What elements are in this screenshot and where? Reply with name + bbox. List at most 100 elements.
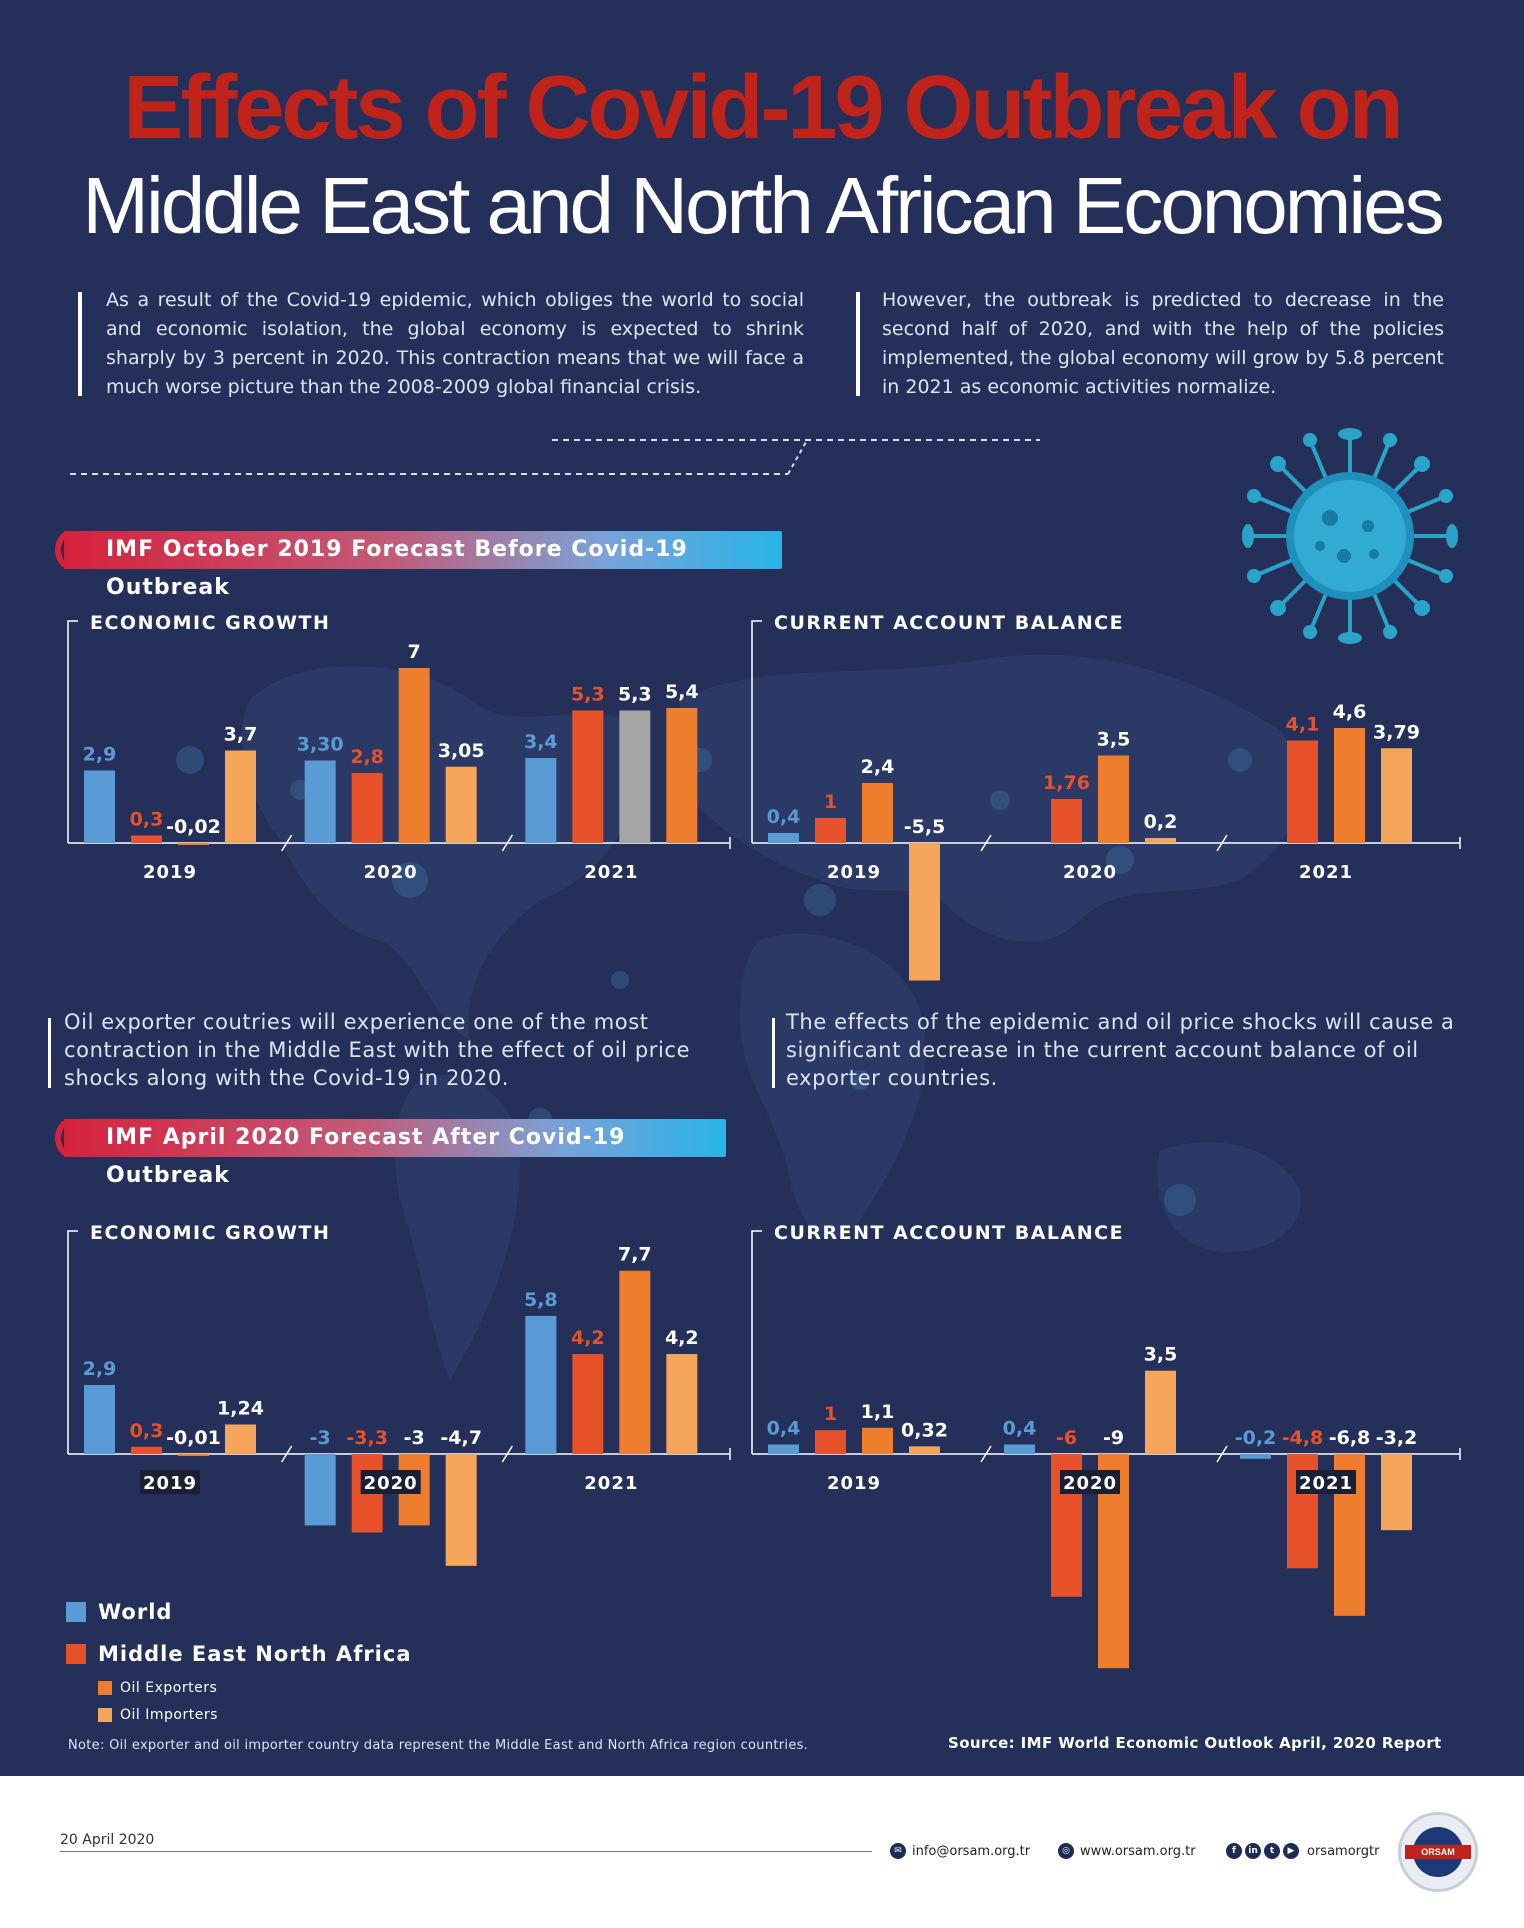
chart-bar	[666, 1354, 698, 1454]
data-label: 1,1	[861, 1401, 895, 1423]
chart-bar	[1381, 1454, 1412, 1531]
data-label: 3,5	[1144, 1344, 1178, 1366]
chart-bar	[572, 710, 604, 843]
data-label: 5,8	[524, 1289, 558, 1311]
legend-swatch	[98, 1708, 112, 1722]
data-label: 4,2	[665, 1327, 699, 1349]
main-title: Effects of Covid-19 Outbreak on	[123, 58, 1403, 158]
footer-social[interactable]: f in t ▶ orsamorgtr	[1226, 1843, 1379, 1859]
category-label: 2020	[364, 1473, 418, 1494]
twitter-icon[interactable]: t	[1264, 1843, 1280, 1859]
chart-title: CURRENT ACCOUNT BALANCE	[774, 612, 1124, 634]
data-label: 3,5	[1097, 729, 1131, 751]
data-label: 0,2	[1144, 811, 1178, 833]
category-label: 2019	[143, 1473, 197, 1494]
group-separator	[281, 834, 293, 852]
data-label: 3,4	[524, 731, 558, 753]
legend-oil-exporters: Oil Exporters	[98, 1680, 217, 1696]
category-label: 2021	[1299, 862, 1353, 883]
data-label: 2,4	[861, 756, 895, 778]
chart-bar	[768, 833, 799, 843]
legend-label: Middle East North Africa	[98, 1642, 412, 1666]
legend-world: World	[66, 1600, 172, 1624]
youtube-icon[interactable]: ▶	[1283, 1843, 1299, 1859]
group-separator	[1216, 1445, 1228, 1463]
group-separator	[501, 834, 513, 852]
data-label: 7,7	[618, 1244, 652, 1266]
footer-website[interactable]: ◎ www.orsam.org.tr	[1058, 1843, 1196, 1859]
chart-bar	[178, 843, 209, 845]
data-label: 3,05	[438, 740, 485, 762]
data-label: 0,4	[767, 806, 801, 828]
category-label: 2019	[827, 1473, 881, 1494]
chart-bar	[909, 843, 940, 981]
chart-bar	[304, 1454, 336, 1526]
category-label: 2021	[1299, 1473, 1353, 1494]
data-label: -3,3	[346, 1427, 388, 1449]
data-label: -4,7	[440, 1427, 482, 1449]
chart-after-economic-growth: ECONOMIC GROWTH 2,9 0,3 -0,01 1,24 2019 -3 -3,3…	[67, 1222, 731, 1566]
chart-bar	[1240, 1454, 1271, 1459]
category-label: 2020	[364, 862, 418, 883]
mid-text-left: Oil exporter coutries will experience on…	[64, 1010, 691, 1090]
data-label: 4,2	[571, 1327, 605, 1349]
category-label-box	[360, 1470, 421, 1494]
footer-date: 20 April 2020	[60, 1832, 155, 1848]
chart-bar	[1004, 1444, 1035, 1454]
quote-bar	[772, 1018, 775, 1088]
data-label: -9	[1103, 1427, 1124, 1449]
data-label: 0,4	[767, 1417, 801, 1439]
social-handle: orsamorgtr	[1307, 1843, 1380, 1859]
linkedin-icon[interactable]: in	[1245, 1843, 1261, 1859]
chart-bar	[304, 760, 336, 843]
category-label: 2021	[584, 862, 638, 883]
banner-after: IMF April 2020 Forecast After Covid-19 O…	[64, 1119, 726, 1188]
chart-bar	[619, 710, 651, 843]
data-label: 5,3	[618, 684, 652, 706]
chart-bar	[225, 750, 256, 843]
footer-email[interactable]: ✉ info@orsam.org.tr	[890, 1843, 1030, 1859]
legend-swatch	[98, 1681, 112, 1695]
facebook-icon[interactable]: f	[1226, 1843, 1242, 1859]
intro-right-text: However, the outbreak is predicted to de…	[882, 289, 1444, 398]
data-label: -0,2	[1235, 1427, 1277, 1449]
data-label: -6,8	[1329, 1427, 1371, 1449]
legend-swatch	[66, 1602, 86, 1622]
data-label: -3	[310, 1427, 331, 1449]
chart-bar	[131, 835, 162, 843]
mid-text-right: The effects of the epidemic and oil pric…	[786, 1010, 1455, 1090]
category-label-box	[1060, 1470, 1120, 1494]
data-label: -5,5	[904, 816, 946, 838]
chart-bar	[131, 1446, 162, 1454]
data-label: 0,3	[130, 809, 164, 831]
data-label: 4,6	[1333, 701, 1367, 723]
data-label: 5,4	[665, 681, 699, 703]
data-label: -6	[1056, 1427, 1077, 1449]
chart-bar	[84, 770, 115, 843]
data-label: 7	[408, 641, 421, 663]
orsam-logo: ORSAM	[1398, 1812, 1478, 1892]
legend-swatch	[66, 1644, 86, 1664]
logo-text: ORSAM	[1405, 1845, 1471, 1859]
chart-bar	[178, 1454, 209, 1456]
chart-bar	[1098, 755, 1129, 843]
category-label: 2021	[584, 1473, 638, 1494]
chart-bar	[572, 1354, 604, 1454]
banner-accent	[55, 527, 101, 573]
data-label: 3,30	[297, 734, 344, 756]
chart-bar	[1145, 838, 1176, 843]
chart-bar	[815, 818, 846, 843]
category-label-box	[1296, 1470, 1356, 1494]
legend-label: World	[98, 1600, 173, 1624]
chart-bar	[1051, 799, 1082, 843]
data-label: 2,9	[83, 744, 117, 766]
chart-bar	[398, 668, 430, 843]
quote-bar	[78, 292, 82, 396]
chart-bar	[862, 783, 893, 843]
chart-bar	[1145, 1370, 1176, 1454]
legend-label: Oil Exporters	[120, 1680, 218, 1696]
legend-oil-importers: Oil Importers	[98, 1707, 218, 1723]
quote-bar	[856, 292, 860, 396]
category-label: 2020	[1063, 1473, 1117, 1494]
data-label: 0,3	[130, 1420, 164, 1442]
